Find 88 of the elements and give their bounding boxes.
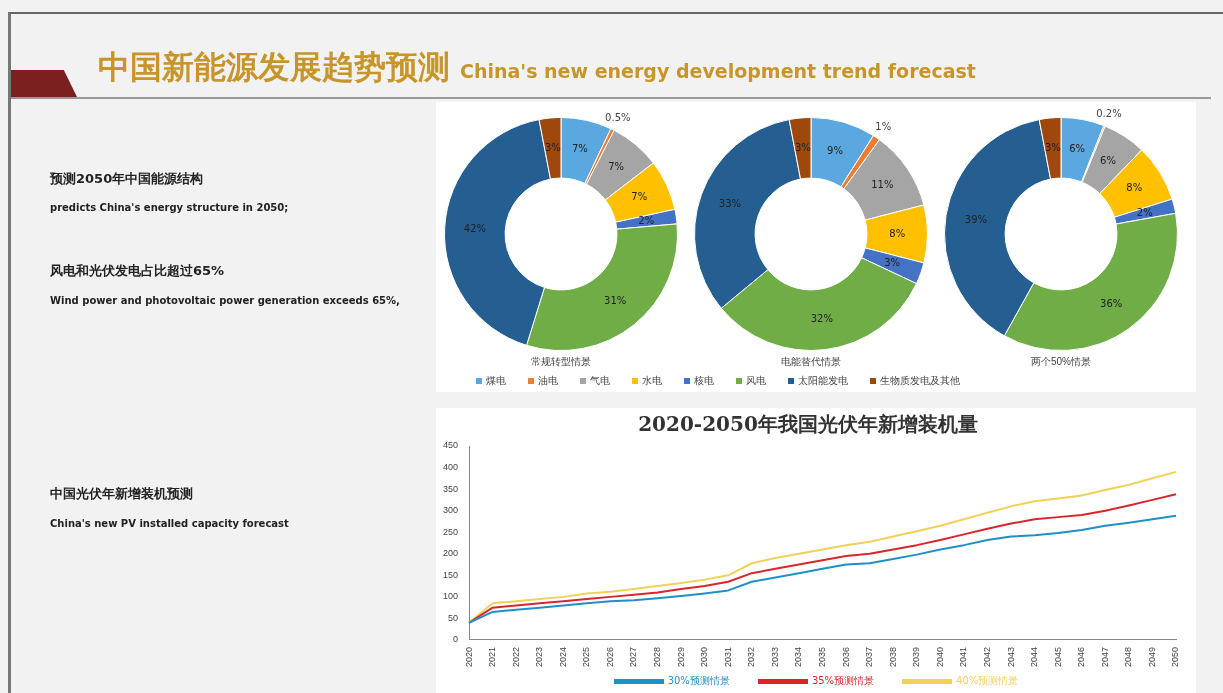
x-tick-label: 2035 [816,646,827,668]
y-tick-label: 250 [442,526,459,537]
x-tick-label: 2033 [769,646,780,668]
x-tick-label: 2042 [981,646,992,668]
data-label: 9% [827,144,843,156]
x-tick-label: 2023 [534,646,545,668]
data-label: 42% [463,222,487,234]
text: 风电和光伏发电占比超过65% [50,262,226,280]
data-label: 33% [718,198,741,210]
x-tick-label: 2032 [746,646,757,668]
data-label: 39% [964,213,988,225]
y-tick-label: 50 [448,612,459,623]
y-tick-label: 0 [453,634,459,645]
y-tick-label: 400 [442,462,459,473]
x-tick-label: 2020 [463,646,474,668]
legend-label: 水电 [641,374,662,388]
data-label: 11% [871,179,894,191]
data-label: 32% [810,313,833,325]
text: 中国光伏年新增装机预测 [50,485,194,503]
legend-label: 核电 [693,374,714,388]
x-tick-label: 2021 [487,646,498,668]
x-tick-label: 2038 [887,646,898,668]
x-tick-label: 2027 [628,646,639,668]
legend-label: 风电 [745,374,766,388]
x-tick-label: 2029 [675,646,686,668]
legend-label: 油电 [537,374,558,388]
x-tick-label: 2030 [699,646,710,668]
text: 电能替代情景 [781,355,841,367]
x-tick-label: 2036 [840,646,851,668]
data-label: 3% [544,141,561,153]
x-tick-label: 2022 [510,646,521,668]
x-tick-label: 2028 [652,646,663,668]
x-tick-label: 2037 [864,646,875,668]
y-tick-label: 450 [442,440,459,451]
text: Wind power and photovoltaic power generation exceeds 65%, [50,294,401,308]
data-label: 6% [1100,155,1116,167]
x-tick-label: 2050 [1170,646,1181,668]
data-label: 3% [794,141,811,153]
x-tick-label: 2025 [581,646,592,668]
x-tick-label: 2044 [1029,646,1040,668]
y-tick-label: 300 [442,505,459,516]
text: China's new PV installed capacity forecast [50,517,290,531]
x-tick-label: 2047 [1099,646,1110,668]
x-tick-label: 2039 [911,646,922,668]
legend-label: 30%预测情景 [667,674,730,688]
legend-label: 35%预测情景 [811,674,875,688]
legend-label: 生物质发电及其他 [879,374,960,388]
data-label: 3% [884,256,901,268]
x-tick-label: 2041 [958,646,969,668]
x-tick-label: 2048 [1123,646,1134,668]
chart-title: 2020-2050年我国光伏年新增装机量 [638,412,978,437]
data-label: 2% [1136,206,1153,218]
y-tick-label: 100 [442,591,459,602]
data-label: 8% [1126,182,1143,194]
data-label: 0.5% [605,112,631,124]
data-label: 7% [631,191,648,203]
text: 常规转型情景 [531,355,591,367]
data-label: 8% [889,227,906,239]
data-label: 7% [608,161,625,173]
data-label: 2% [638,214,655,226]
x-tick-label: 2049 [1146,646,1157,668]
text: 预测2050年中国能源结构 [50,170,205,188]
data-label: 7% [571,143,588,155]
y-tick-label: 150 [442,569,459,580]
text: predicts China's energy structure in 2050; [50,201,290,215]
data-label: 1% [875,121,892,133]
x-tick-label: 2026 [604,646,615,668]
y-tick-label: 200 [442,548,459,559]
data-label: 36% [1100,297,1123,309]
legend-label: 气电 [589,374,610,388]
x-tick-label: 2031 [722,646,733,668]
data-label: 0.2% [1096,108,1122,120]
x-tick-label: 2045 [1052,646,1063,668]
legend-label: 40%预测情景 [956,674,1019,688]
text: 中国新能源发展趋势预测 [98,48,450,86]
data-label: 31% [604,294,627,306]
text: China's new energy development trend forecast [460,60,976,82]
x-tick-label: 2034 [793,646,804,668]
x-tick-label: 2040 [934,646,945,668]
legend-label: 太阳能发电 [797,374,848,388]
y-tick-label: 350 [442,483,459,494]
legend-label: 煤电 [485,374,506,388]
text: 两个50%情景 [1030,355,1092,367]
data-label: 3% [1044,141,1061,153]
x-tick-label: 2046 [1076,646,1087,668]
x-tick-label: 2043 [1005,646,1016,668]
x-tick-label: 2024 [557,646,568,668]
data-label: 6% [1069,142,1086,154]
